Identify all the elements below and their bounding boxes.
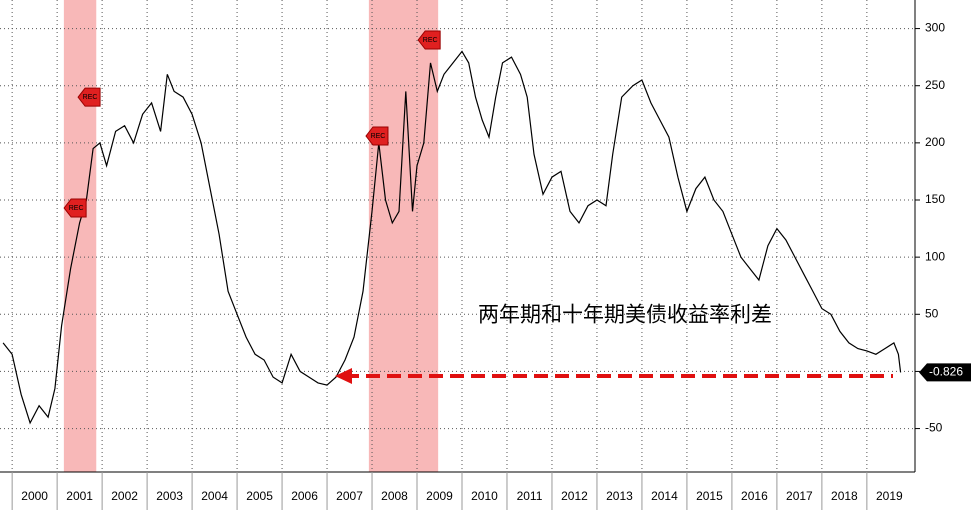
x-tick-label: 2001: [66, 489, 93, 503]
recession-band: [368, 0, 439, 472]
series-line: [2, 50, 902, 425]
grid: [0, 0, 915, 472]
x-tick-label: 2000: [21, 489, 48, 503]
rec-label: REC: [69, 205, 84, 212]
x-tick-label: 2002: [111, 489, 138, 503]
y-tick-label: 100: [925, 249, 945, 263]
recession-band: [63, 0, 97, 472]
plot: REC REC REC REC: [2, 30, 902, 425]
y-tick-label: -50: [925, 421, 943, 435]
x-tick-label: 2016: [741, 489, 768, 503]
last-value-label: -0.826: [929, 365, 963, 379]
x-tick-label: 2004: [201, 489, 228, 503]
rec-marker: [77, 87, 101, 107]
x-tick-label: 2017: [786, 489, 813, 503]
x-tick-label: 2006: [291, 489, 318, 503]
y-tick-label: 300: [925, 21, 945, 35]
y-tick-label: 250: [925, 78, 945, 92]
rec-marker: [63, 198, 87, 218]
x-tick-label: 2003: [156, 489, 183, 503]
x-tick-label: 2013: [606, 489, 633, 503]
rec-label: REC: [423, 37, 438, 44]
x-tick-label: 2011: [517, 489, 543, 503]
annotation: 两年期和十年期美债收益率利差: [478, 304, 772, 327]
x-tick-label: 2012: [561, 489, 588, 503]
recession-bands: [63, 0, 439, 472]
rec-label: REC: [83, 94, 98, 101]
x-tick-label: 2019: [876, 489, 903, 503]
x-tick-label: 2008: [381, 489, 408, 503]
rec-marker: [365, 126, 389, 146]
x-tick-label: 2005: [246, 489, 273, 503]
rec-label: REC: [371, 133, 386, 140]
x-tick-label: 2018: [831, 489, 858, 503]
x-tick-label: 2015: [696, 489, 723, 503]
last-value-box: [919, 363, 971, 382]
arrow-head: [335, 368, 352, 384]
x-tick-label: 2014: [651, 489, 678, 503]
y-tick-label: 50: [925, 306, 939, 320]
x-tick-label: 2010: [471, 489, 498, 503]
x-tick-label: 2009: [426, 489, 453, 503]
x-tick-label: 2007: [336, 489, 363, 503]
y-tick-label: 200: [925, 135, 945, 149]
y-tick-label: 150: [925, 192, 945, 206]
rec-marker: [417, 30, 441, 50]
